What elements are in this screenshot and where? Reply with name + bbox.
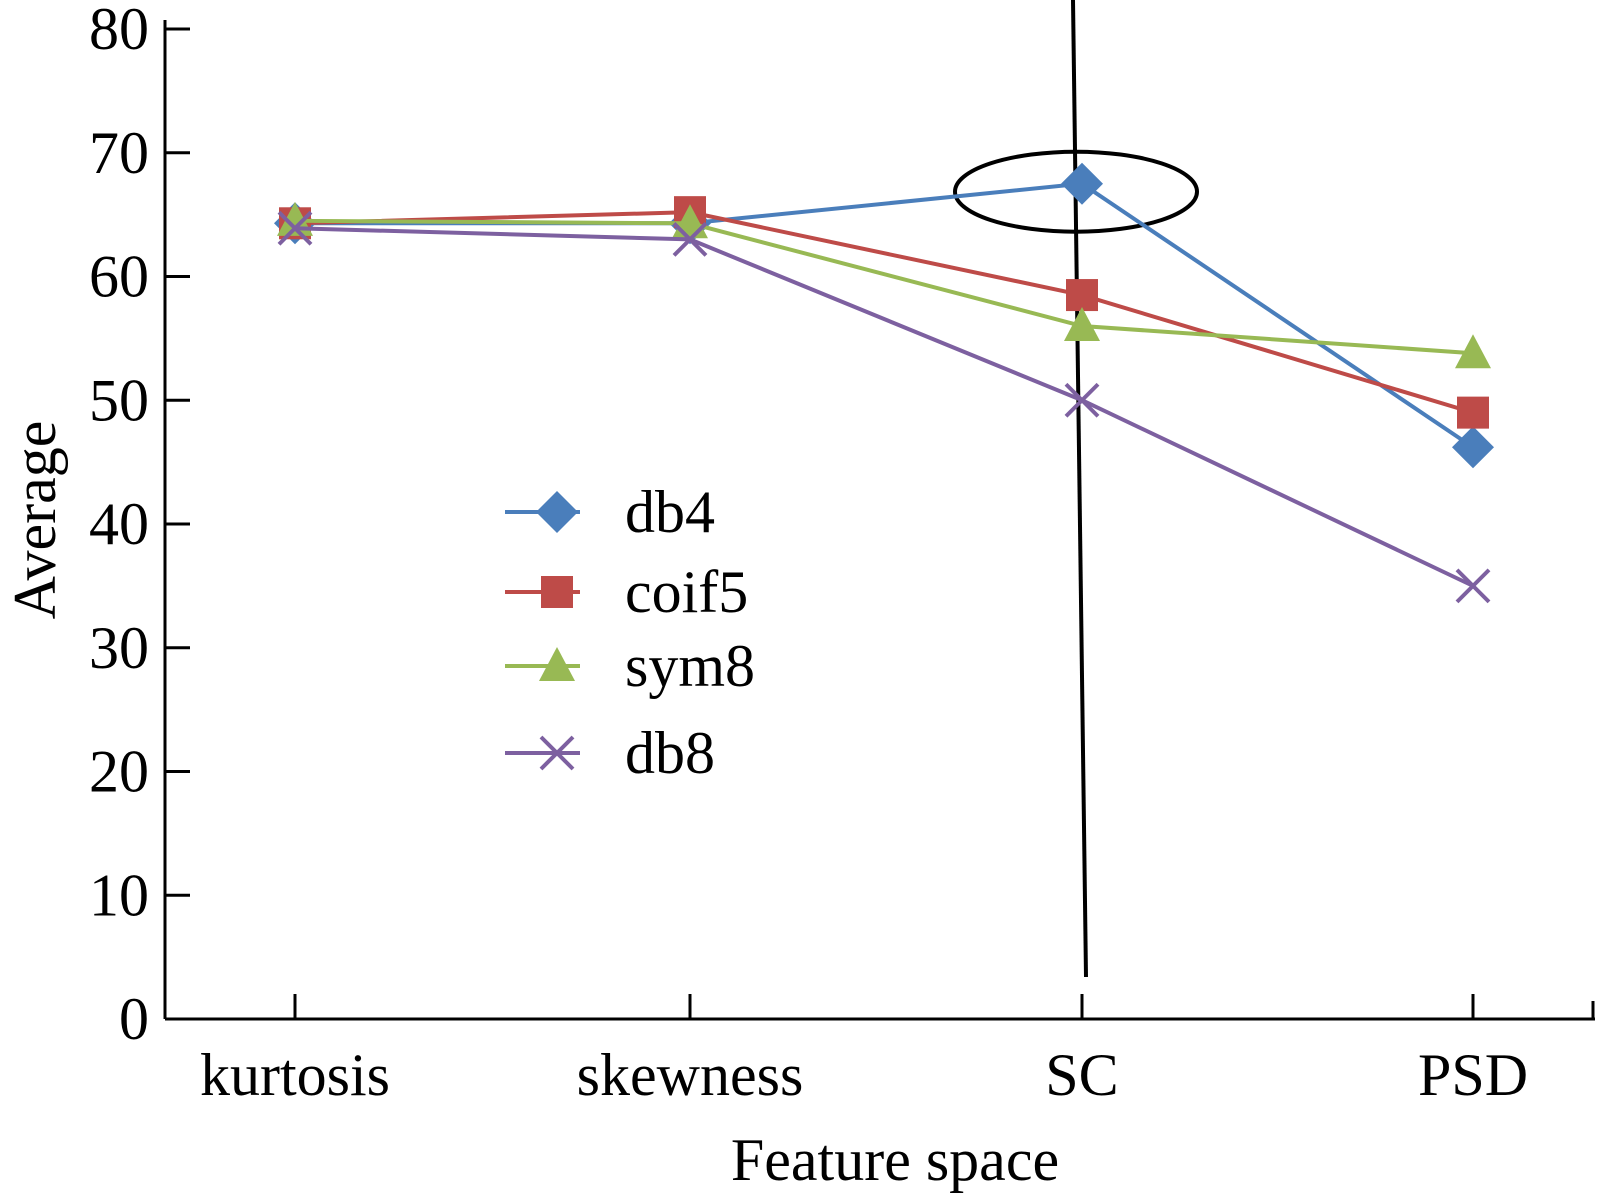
x-tick-label: kurtosis: [200, 1042, 390, 1108]
y-tick-label: 10: [89, 862, 149, 928]
x-marker-stroke: [1455, 568, 1491, 604]
series-line-coif5: [294, 210, 1474, 415]
legend-marker: [536, 491, 578, 533]
legend-label: sym8: [625, 633, 755, 699]
x-marker-stroke: [1064, 382, 1100, 418]
legend-item-db8: db8: [505, 720, 715, 786]
x-marker-stroke: [277, 210, 313, 246]
legend-marker: [539, 647, 575, 681]
series-line-sym8: [294, 218, 1474, 356]
y-tick-label: 30: [89, 615, 149, 681]
axes: 0 10 20 30 40 50 60 70 80 kurtosis skewness SC PSD: [89, 0, 1595, 1108]
x-tick-label: SC: [1045, 1042, 1118, 1108]
y-tick-label: 80: [89, 0, 149, 62]
series-line-db8: [294, 226, 1474, 588]
data-point-db8: [277, 210, 313, 246]
series-db4: [274, 162, 1494, 469]
legend-marker: [539, 735, 575, 771]
data-point-coif5: [1457, 396, 1489, 429]
legend-item-coif5: coif5: [505, 559, 748, 625]
y-tick-label: 70: [89, 120, 149, 186]
legend-item-db4: db4: [505, 479, 715, 545]
legend: db4 coif5 sym8 db8: [505, 479, 755, 786]
legend-marker: [541, 576, 573, 608]
x-tick-label: PSD: [1418, 1042, 1528, 1108]
legend-label: coif5: [625, 559, 748, 625]
legend-label: db8: [625, 720, 715, 786]
data-point-db8: [672, 221, 708, 257]
x-tick-label: skewness: [577, 1042, 804, 1108]
x-axis-label: Feature space: [731, 1127, 1059, 1193]
legend-label: db4: [625, 479, 715, 545]
x-marker-stroke: [672, 221, 708, 257]
series-sym8: [277, 201, 1491, 369]
data-point-db4: [1061, 162, 1103, 205]
legend-item-sym8: sym8: [505, 633, 755, 699]
annotation-vertical-line: [1071, 0, 1088, 978]
x-marker-stroke: [539, 735, 575, 771]
y-tick-label: 0: [119, 986, 149, 1052]
y-axis-label: Average: [2, 421, 68, 620]
data-point-db8: [1455, 568, 1491, 604]
data-point-sym8: [1455, 334, 1491, 369]
y-tick-label: 50: [89, 367, 149, 433]
series-db8: [277, 210, 1491, 604]
y-tick-label: 40: [89, 491, 149, 557]
y-tick-label: 20: [89, 739, 149, 805]
data-point-sym8: [1064, 307, 1100, 341]
data-point-coif5: [1066, 279, 1098, 312]
annotation-ellipse: [953, 149, 1199, 234]
data-point-db8: [1064, 382, 1100, 418]
data-point-db4: [1452, 426, 1494, 469]
y-tick-label: 60: [89, 244, 149, 310]
annotations: [953, 0, 1199, 978]
series-layer: [274, 162, 1494, 604]
